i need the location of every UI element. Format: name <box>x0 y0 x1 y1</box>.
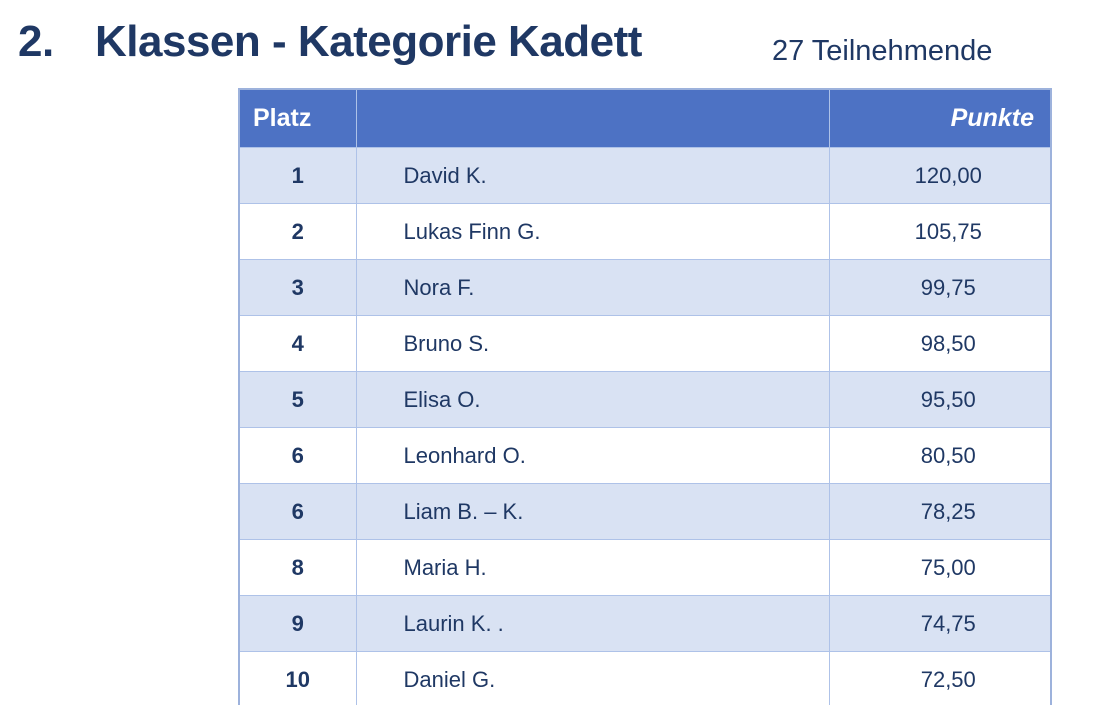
cell-name: Nora F. <box>355 259 830 316</box>
table-row: 1 David K. 120,00 <box>238 147 1052 204</box>
table-row: 6 Liam B. – K. 78,25 <box>238 483 1052 540</box>
cell-name: Elisa O. <box>355 371 830 428</box>
cell-punkte: 72,50 <box>828 651 1052 705</box>
table-row: 2 Lukas Finn G. 105,75 <box>238 203 1052 260</box>
table-row: 8 Maria H. 75,00 <box>238 539 1052 596</box>
cell-platz: 5 <box>238 371 357 428</box>
cell-punkte: 99,75 <box>828 259 1052 316</box>
table-row: 3 Nora F. 99,75 <box>238 259 1052 316</box>
table-row: 9 Laurin K. . 74,75 <box>238 595 1052 652</box>
title-list-number: 2. <box>18 17 54 66</box>
cell-name: Maria H. <box>355 539 830 596</box>
cell-platz: 6 <box>238 483 357 540</box>
cell-punkte: 78,25 <box>828 483 1052 540</box>
cell-punkte: 95,50 <box>828 371 1052 428</box>
header-name <box>355 88 830 148</box>
table-row: 6 Leonhard O. 80,50 <box>238 427 1052 484</box>
cell-punkte: 105,75 <box>828 203 1052 260</box>
cell-platz: 2 <box>238 203 357 260</box>
cell-platz: 10 <box>238 651 357 705</box>
cell-punkte: 120,00 <box>828 147 1052 204</box>
cell-platz: 3 <box>238 259 357 316</box>
cell-name: Laurin K. . <box>355 595 830 652</box>
table-header-row: Platz Punkte <box>238 88 1052 148</box>
cell-platz: 9 <box>238 595 357 652</box>
cell-punkte: 98,50 <box>828 315 1052 372</box>
cell-name: Bruno S. <box>355 315 830 372</box>
cell-platz: 6 <box>238 427 357 484</box>
cell-punkte: 80,50 <box>828 427 1052 484</box>
ranking-table: Platz Punkte 1 David K. 120,00 2 Lukas Finn … <box>238 88 1052 705</box>
cell-platz: 1 <box>238 147 357 204</box>
cell-name: Leonhard O. <box>355 427 830 484</box>
cell-platz: 8 <box>238 539 357 596</box>
header-punkte: Punkte <box>828 88 1052 148</box>
table-row: 10 Daniel G. 72,50 <box>238 651 1052 705</box>
cell-name: Liam B. – K. <box>355 483 830 540</box>
cell-name: Lukas Finn G. <box>355 203 830 260</box>
cell-name: Daniel G. <box>355 651 830 705</box>
page-title: 2. Klassen - Kategorie Kadett <box>18 16 642 69</box>
cell-name: David K. <box>355 147 830 204</box>
title-text: Klassen - Kategorie Kadett <box>95 17 642 66</box>
cell-punkte: 75,00 <box>828 539 1052 596</box>
table-row: 4 Bruno S. 98,50 <box>238 315 1052 372</box>
cell-platz: 4 <box>238 315 357 372</box>
header-platz: Platz <box>238 88 357 148</box>
cell-punkte: 74,75 <box>828 595 1052 652</box>
participants-count: 27 Teilnehmende <box>772 35 993 67</box>
table-row: 5 Elisa O. 95,50 <box>238 371 1052 428</box>
